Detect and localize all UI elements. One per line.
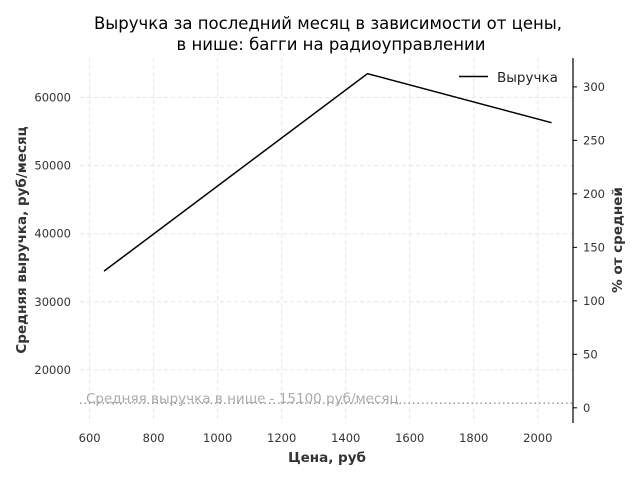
average-label: Средняя выручка в нише - 15100 руб/месяц xyxy=(86,391,399,407)
y-tick-label: 40000 xyxy=(34,227,71,241)
y2-tick-label: 250 xyxy=(583,133,605,147)
series-layer xyxy=(103,72,552,272)
y-tick-label: 20000 xyxy=(34,363,71,377)
x-tick-label: 2000 xyxy=(523,431,552,445)
x-tick-label: 1000 xyxy=(203,431,232,445)
y2-axis-label: % от средней xyxy=(610,187,626,293)
chart-title-line2: в нише: багги на радиоуправлении xyxy=(177,35,486,54)
y2-tick-label: 300 xyxy=(583,80,605,94)
y-tick-label: 60000 xyxy=(34,90,71,104)
x-tick-label: 800 xyxy=(143,431,165,445)
grid xyxy=(80,58,573,423)
y2-tick-label: 100 xyxy=(583,294,605,308)
x-axis-ticks: 600 800 1000 1200 1400 1600 1800 2000 xyxy=(79,431,553,445)
y2-axis-ticks: 0 50 100 150 200 250 300 xyxy=(573,80,605,415)
legend: Выручка xyxy=(459,70,558,86)
y-tick-label: 50000 xyxy=(34,159,71,173)
y2-tick-label: 50 xyxy=(583,347,598,361)
x-axis-label: Цена, руб xyxy=(288,450,366,466)
x-tick-label: 1800 xyxy=(459,431,488,445)
y-tick-label: 30000 xyxy=(34,295,71,309)
x-tick-label: 1400 xyxy=(331,431,360,445)
chart-title-line1: Выручка за последний месяц в зависимости… xyxy=(94,14,562,33)
x-tick-label: 600 xyxy=(79,431,101,445)
x-tick-label: 1600 xyxy=(395,431,424,445)
y2-tick-label: 150 xyxy=(583,240,605,254)
average-layer: Средняя выручка в нише - 15100 руб/месяц xyxy=(80,391,573,407)
legend-label-revenue: Выручка xyxy=(497,70,558,86)
y2-tick-label: 0 xyxy=(583,401,590,415)
x-tick-label: 1200 xyxy=(267,431,296,445)
y-axis-ticks: 20000 30000 40000 50000 60000 xyxy=(34,90,71,376)
y-axis-label: Средняя выручка, руб/месяц xyxy=(14,126,30,353)
series-line-revenue xyxy=(103,72,552,272)
y2-tick-label: 200 xyxy=(583,187,605,201)
